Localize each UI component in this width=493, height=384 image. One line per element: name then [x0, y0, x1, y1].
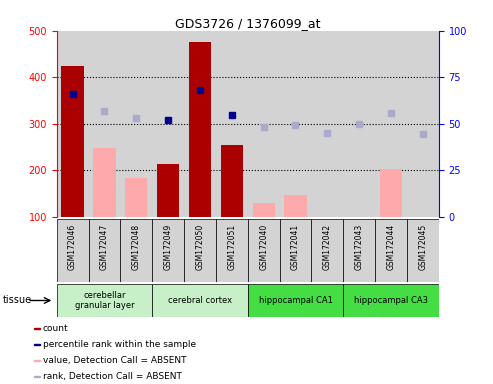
- Text: GSM172041: GSM172041: [291, 224, 300, 270]
- Bar: [247, 284, 343, 317]
- Bar: [89, 219, 120, 282]
- Text: GSM172050: GSM172050: [195, 224, 205, 270]
- Text: percentile rank within the sample: percentile rank within the sample: [43, 340, 196, 349]
- Bar: [93, 148, 115, 217]
- Bar: [184, 219, 216, 282]
- Bar: [152, 219, 184, 282]
- Bar: [57, 219, 89, 282]
- Bar: [312, 219, 343, 282]
- Bar: [125, 178, 147, 217]
- Text: cerebellar
granular layer: cerebellar granular layer: [74, 291, 134, 310]
- Bar: [157, 164, 179, 217]
- Text: tissue: tissue: [2, 295, 32, 306]
- Bar: [62, 66, 84, 217]
- Bar: [57, 284, 152, 317]
- Text: cerebral cortex: cerebral cortex: [168, 296, 232, 305]
- Text: GSM172047: GSM172047: [100, 224, 109, 270]
- Text: GSM172051: GSM172051: [227, 224, 236, 270]
- Text: rank, Detection Call = ABSENT: rank, Detection Call = ABSENT: [43, 372, 182, 381]
- Bar: [343, 31, 375, 217]
- Bar: [34, 344, 40, 345]
- Bar: [184, 31, 216, 217]
- Bar: [252, 203, 275, 217]
- Bar: [280, 219, 312, 282]
- Bar: [120, 219, 152, 282]
- Bar: [189, 42, 211, 217]
- Text: hippocampal CA3: hippocampal CA3: [354, 296, 428, 305]
- Bar: [407, 31, 439, 217]
- Text: GSM172049: GSM172049: [164, 224, 173, 270]
- Title: GDS3726 / 1376099_at: GDS3726 / 1376099_at: [175, 17, 320, 30]
- Bar: [89, 31, 120, 217]
- Bar: [34, 328, 40, 329]
- Text: GSM172040: GSM172040: [259, 224, 268, 270]
- Text: GSM172046: GSM172046: [68, 224, 77, 270]
- Bar: [247, 219, 280, 282]
- Bar: [34, 376, 40, 377]
- Bar: [216, 31, 247, 217]
- Bar: [375, 31, 407, 217]
- Bar: [221, 145, 243, 217]
- Bar: [407, 219, 439, 282]
- Bar: [343, 219, 375, 282]
- Bar: [120, 31, 152, 217]
- Bar: [152, 31, 184, 217]
- Bar: [380, 169, 402, 217]
- Text: GSM172042: GSM172042: [323, 224, 332, 270]
- Text: count: count: [43, 324, 69, 333]
- Text: GSM172043: GSM172043: [354, 224, 364, 270]
- Text: GSM172044: GSM172044: [387, 224, 395, 270]
- Text: GSM172045: GSM172045: [419, 224, 427, 270]
- Text: GSM172048: GSM172048: [132, 224, 141, 270]
- Bar: [312, 31, 343, 217]
- Bar: [247, 31, 280, 217]
- Bar: [284, 195, 307, 217]
- Bar: [280, 31, 312, 217]
- Bar: [216, 219, 247, 282]
- Bar: [152, 284, 247, 317]
- Bar: [375, 219, 407, 282]
- Bar: [343, 284, 439, 317]
- Bar: [34, 360, 40, 361]
- Text: hippocampal CA1: hippocampal CA1: [258, 296, 332, 305]
- Bar: [57, 31, 89, 217]
- Text: value, Detection Call = ABSENT: value, Detection Call = ABSENT: [43, 356, 186, 365]
